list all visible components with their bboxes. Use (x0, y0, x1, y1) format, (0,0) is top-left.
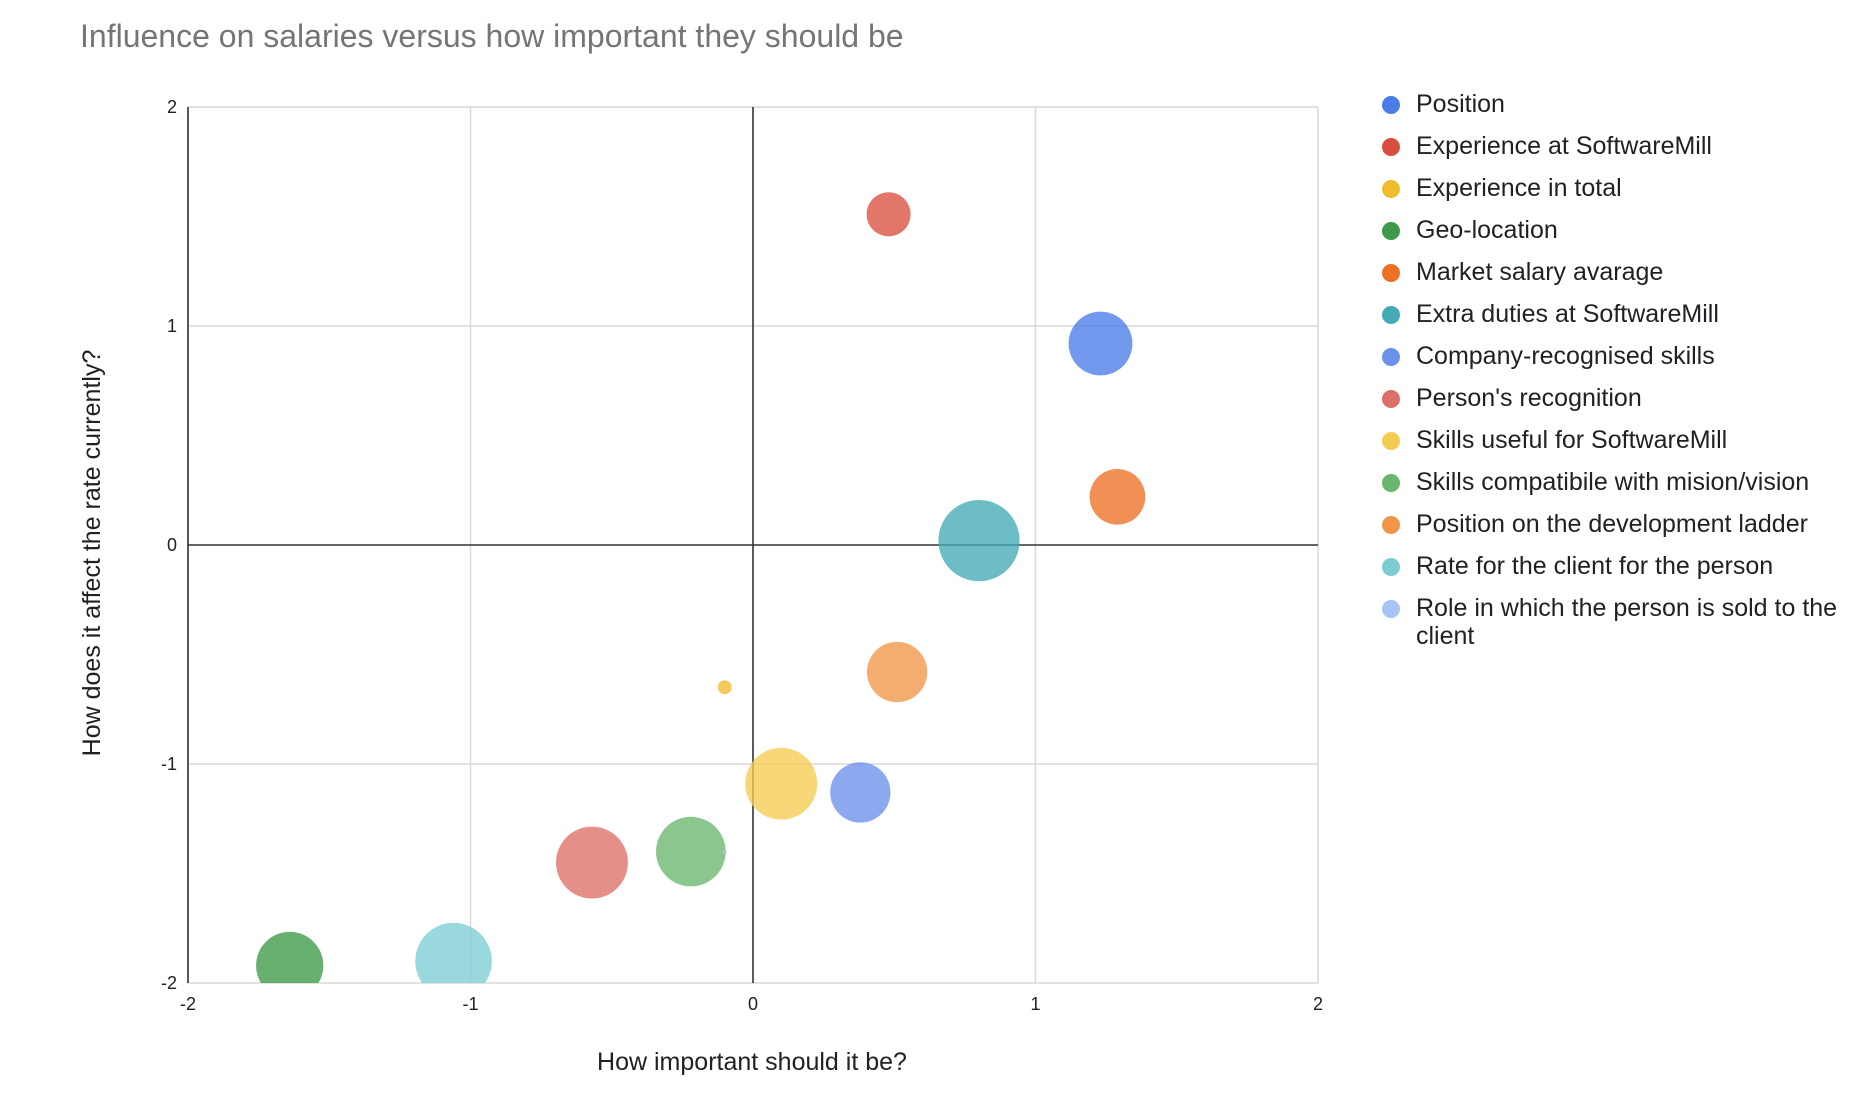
legend-item[interactable]: Position (1376, 90, 1856, 118)
legend-label: Market salary avarage (1416, 258, 1664, 286)
bubble[interactable] (745, 747, 818, 820)
y-tick-label: 2 (167, 97, 177, 117)
y-tick-label: 1 (167, 316, 177, 336)
x-tick-label: 0 (748, 994, 758, 1014)
y-axis-label: How does it affect the rate currently? (78, 350, 106, 757)
x-axis-label: How important should it be? (597, 1048, 907, 1076)
bubble[interactable] (866, 192, 911, 237)
legend-label: Skills compatibile with mision/vision (1416, 468, 1810, 496)
bubble[interactable] (722, 849, 727, 854)
legend-label: Extra duties at SoftwareMill (1416, 300, 1719, 328)
legend-item[interactable]: Skills compatibile with mision/vision (1376, 468, 1856, 496)
legend-marker (1382, 222, 1400, 240)
axis-lines (187, 107, 1318, 983)
bubble[interactable] (866, 641, 928, 703)
legend-label: Position (1416, 90, 1505, 118)
legend-marker (1382, 600, 1400, 618)
x-tick-label: -2 (180, 994, 196, 1014)
legend-label: Company-recognised skills (1416, 342, 1715, 370)
legend-label: Skills useful for SoftwareMill (1416, 426, 1728, 454)
legend-label: Experience at SoftwareMill (1416, 132, 1712, 160)
legend-item[interactable]: Person's recognition (1376, 384, 1856, 412)
legend-marker (1382, 390, 1400, 408)
legend-marker (1382, 516, 1400, 534)
legend-item[interactable]: Experience at SoftwareMill (1376, 132, 1856, 160)
legend-marker (1382, 348, 1400, 366)
legend-item[interactable]: Market salary avarage (1376, 258, 1856, 286)
legend-item[interactable]: Position on the development ladder (1376, 510, 1856, 538)
legend-marker (1382, 474, 1400, 492)
bubble[interactable] (256, 931, 324, 999)
legend-marker (1382, 432, 1400, 450)
legend-item[interactable]: Role in which the person is sold to the … (1376, 594, 1856, 650)
legend-marker (1382, 138, 1400, 156)
legend-marker (1382, 96, 1400, 114)
bubble[interactable] (938, 500, 1020, 582)
legend-item[interactable]: Skills useful for SoftwareMill (1376, 426, 1856, 454)
bubble[interactable] (1089, 468, 1146, 525)
legend-label: Geo-location (1416, 216, 1558, 244)
bubble[interactable] (656, 816, 726, 887)
y-tick-label: -2 (161, 973, 177, 993)
legend-label: Rate for the client for the person (1416, 552, 1774, 580)
y-tick-label: -1 (161, 754, 177, 774)
legend-label: Position on the development ladder (1416, 510, 1808, 538)
bubble[interactable] (830, 762, 891, 823)
legend-marker (1382, 264, 1400, 282)
bubble[interactable] (717, 680, 732, 695)
legend: Position Experience at SoftwareMill Experi… (1376, 90, 1856, 664)
bubble[interactable] (556, 826, 628, 899)
legend-label: Person's recognition (1416, 384, 1642, 412)
legend-item[interactable]: Geo-location (1376, 216, 1856, 244)
legend-item[interactable]: Rate for the client for the person (1376, 552, 1856, 580)
bubbles (256, 192, 1146, 1000)
bubble[interactable] (415, 922, 492, 1000)
x-tick-label: 1 (1030, 994, 1040, 1014)
legend-label: Experience in total (1416, 174, 1622, 202)
bubble[interactable] (1068, 311, 1133, 376)
legend-item[interactable]: Experience in total (1376, 174, 1856, 202)
x-tick-label: -1 (462, 994, 478, 1014)
legend-marker (1382, 180, 1400, 198)
legend-item[interactable]: Company-recognised skills (1376, 342, 1856, 370)
x-tick-label: 2 (1313, 994, 1323, 1014)
legend-marker (1382, 558, 1400, 576)
legend-label: Role in which the person is sold to the … (1416, 594, 1838, 650)
legend-item[interactable]: Extra duties at SoftwareMill (1376, 300, 1856, 328)
tick-labels: -2 -1 0 1 2 2 1 0 -1 -2 (161, 97, 1323, 1014)
y-tick-label: 0 (167, 535, 177, 555)
chart-title: Influence on salaries versus how importa… (80, 18, 904, 54)
legend-marker (1382, 306, 1400, 324)
